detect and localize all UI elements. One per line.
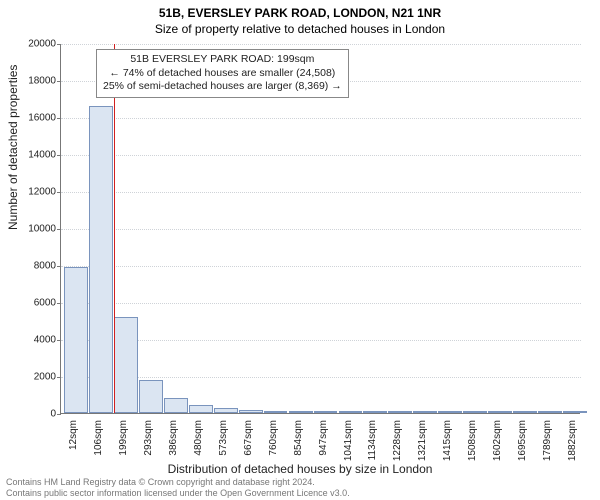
histogram-bar xyxy=(538,411,562,413)
title-sub: Size of property relative to detached ho… xyxy=(0,20,600,36)
histogram-bar xyxy=(239,410,263,413)
footer-attribution: Contains HM Land Registry data © Crown c… xyxy=(6,477,594,498)
plot-area: 0200040006000800010000120001400016000180… xyxy=(60,44,580,414)
ytick-mark xyxy=(57,118,61,119)
histogram-bar xyxy=(89,106,113,413)
ytick-mark xyxy=(57,192,61,193)
ytick-label: 14000 xyxy=(8,150,56,161)
ytick-mark xyxy=(57,303,61,304)
ytick-mark xyxy=(57,414,61,415)
ytick-label: 6000 xyxy=(8,298,56,309)
histogram-bar xyxy=(314,411,338,413)
ytick-label: 0 xyxy=(8,409,56,420)
ytick-mark xyxy=(57,340,61,341)
histogram-bar xyxy=(363,411,387,413)
ytick-label: 16000 xyxy=(8,113,56,124)
histogram-bar xyxy=(388,411,412,413)
histogram-bar xyxy=(139,380,163,413)
histogram-bar xyxy=(189,405,213,413)
gridline xyxy=(61,192,581,193)
gridline xyxy=(61,155,581,156)
gridline xyxy=(61,377,581,378)
histogram-bar xyxy=(289,411,313,413)
histogram-bar xyxy=(463,411,487,413)
histogram-bar xyxy=(438,411,462,413)
ytick-label: 2000 xyxy=(8,372,56,383)
gridline xyxy=(61,303,581,304)
x-axis-label: Distribution of detached houses by size … xyxy=(0,462,600,476)
histogram-bar xyxy=(264,411,288,413)
info-line-2: ← 74% of detached houses are smaller (24… xyxy=(103,67,342,81)
histogram-bar xyxy=(563,411,587,413)
histogram-chart: 0200040006000800010000120001400016000180… xyxy=(60,44,580,414)
gridline xyxy=(61,229,581,230)
histogram-bar xyxy=(413,411,437,413)
ytick-label: 12000 xyxy=(8,187,56,198)
gridline xyxy=(61,118,581,119)
ytick-label: 10000 xyxy=(8,224,56,235)
reference-line xyxy=(114,44,115,413)
histogram-bar xyxy=(164,398,188,413)
gridline xyxy=(61,340,581,341)
ytick-label: 20000 xyxy=(8,39,56,50)
footer-line-1: Contains HM Land Registry data © Crown c… xyxy=(6,477,594,487)
histogram-bar xyxy=(64,267,88,413)
ytick-mark xyxy=(57,377,61,378)
ytick-label: 18000 xyxy=(8,76,56,87)
histogram-bar xyxy=(339,411,363,413)
info-line-3: 25% of semi-detached houses are larger (… xyxy=(103,80,342,94)
ytick-label: 4000 xyxy=(8,335,56,346)
ytick-mark xyxy=(57,155,61,156)
footer-line-2: Contains public sector information licen… xyxy=(6,488,594,498)
histogram-bar xyxy=(114,317,138,413)
info-line-1: 51B EVERSLEY PARK ROAD: 199sqm xyxy=(103,53,342,67)
histogram-bar xyxy=(488,411,512,413)
histogram-bar xyxy=(513,411,537,413)
info-box: 51B EVERSLEY PARK ROAD: 199sqm ← 74% of … xyxy=(96,49,349,98)
ytick-mark xyxy=(57,81,61,82)
title-main: 51B, EVERSLEY PARK ROAD, LONDON, N21 1NR xyxy=(0,0,600,20)
histogram-bar xyxy=(214,408,238,413)
gridline xyxy=(61,266,581,267)
ytick-label: 8000 xyxy=(8,261,56,272)
ytick-mark xyxy=(57,266,61,267)
ytick-mark xyxy=(57,44,61,45)
ytick-mark xyxy=(57,229,61,230)
gridline xyxy=(61,44,581,45)
y-axis-label: Number of detached properties xyxy=(6,65,20,230)
